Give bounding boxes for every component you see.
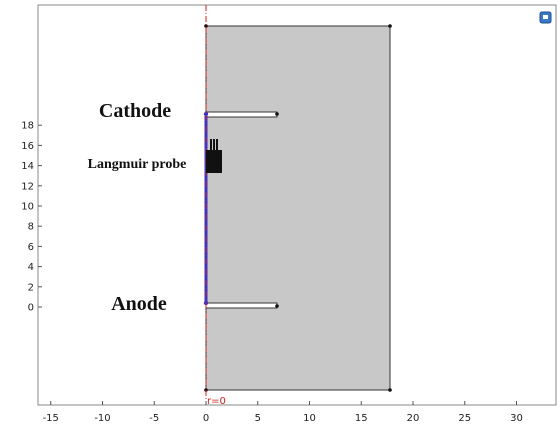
- anode-label: Anode: [111, 293, 167, 315]
- x-tick-label: 25: [458, 413, 471, 424]
- y-axis: 18 16 14 12 10 8 6 4 2 0: [21, 121, 42, 314]
- langmuir-probe-pin: [210, 139, 212, 151]
- anode-electrode: [205, 302, 278, 309]
- x-tick-label: 10: [303, 413, 316, 424]
- langmuir-probe-body: [206, 150, 222, 173]
- probe-label: Langmuir probe: [88, 157, 187, 172]
- x-tick-label: 5: [255, 413, 261, 424]
- x-tick-label: 15: [355, 413, 368, 424]
- y-tick-label: 12: [21, 181, 34, 192]
- y-tick-label: 2: [28, 282, 34, 293]
- y-tick-label: 4: [28, 262, 34, 273]
- x-axis: -15 -10 -5 0 5 10 15 20 25 30: [43, 401, 523, 424]
- electrode-point: [275, 304, 279, 308]
- x-tick-label: -15: [43, 413, 59, 424]
- x-tick-label: -5: [149, 413, 159, 424]
- domain-corner-point: [204, 24, 208, 28]
- y-tick-label: 8: [28, 222, 34, 233]
- view-icon[interactable]: [539, 11, 552, 24]
- electrode-point: [275, 112, 279, 116]
- cathode-label: Cathode: [99, 100, 171, 122]
- langmuir-probe-pin: [213, 139, 215, 151]
- y-tick-label: 18: [21, 121, 34, 132]
- x-tick-label: 20: [407, 413, 420, 424]
- axis-marker-label: r=0: [207, 396, 226, 407]
- domain-corner-point: [388, 388, 392, 392]
- langmuir-probe-pin: [216, 139, 218, 151]
- y-tick-label: 0: [28, 303, 34, 314]
- x-tick-label: 0: [203, 413, 209, 424]
- y-tick-label: 14: [21, 161, 34, 172]
- electrode-point: [203, 111, 209, 117]
- simulation-domain: [205, 25, 391, 391]
- cathode-electrode: [205, 111, 278, 118]
- domain-corner-point: [388, 24, 392, 28]
- x-tick-label: -10: [94, 413, 110, 424]
- y-tick-label: 6: [28, 242, 34, 253]
- y-tick-label: 16: [21, 141, 34, 152]
- y-tick-label: 10: [21, 202, 34, 213]
- x-tick-label: 30: [510, 413, 523, 424]
